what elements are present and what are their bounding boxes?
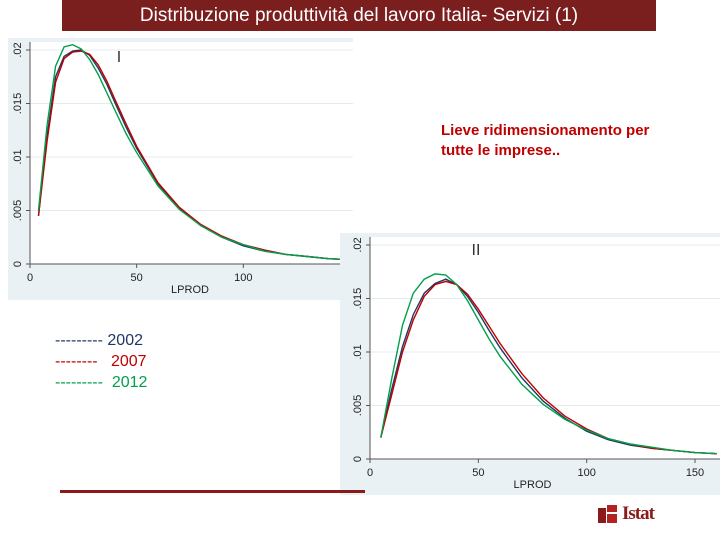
- chart-1-plot-area: [30, 42, 353, 264]
- chart-1-x-tick-label: 0: [27, 272, 33, 284]
- annotation-text: Lieve ridimensionamento per tutte le imp…: [441, 121, 711, 161]
- chart-2-x-tick-label: 100: [577, 467, 595, 479]
- page-title: Distribuzione produttività del lavoro It…: [139, 5, 579, 26]
- chart-2-series-2-line: [380, 273, 717, 455]
- legend-item-2002: --------- 2002: [55, 330, 147, 351]
- legend: --------- 2002 -------- 2007 --------- 2…: [55, 330, 147, 393]
- chart-2-x-tick-label: 0: [367, 467, 373, 479]
- legend-dashes-2012: ---------: [55, 374, 103, 391]
- chart-1-x-tick-label: 100: [234, 272, 252, 284]
- annotation-line-2: tutte le imprese..: [441, 142, 561, 159]
- istat-logo-icon: [598, 505, 617, 523]
- chart-1-y-tick-label: .005: [12, 200, 24, 221]
- chart-2-y-tick-label: .015: [352, 288, 364, 309]
- chart-2-plot-area: [370, 237, 720, 459]
- legend-year-2002: 2002: [107, 332, 143, 349]
- chart-1-x-tick-label: 50: [131, 272, 143, 284]
- chart-2-x-axis-label: LPROD: [514, 479, 552, 491]
- istat-logo-text: Istat: [622, 503, 655, 524]
- bottom-rule: [60, 490, 365, 493]
- legend-dashes-2002: ---------: [55, 332, 103, 349]
- legend-item-2007: -------- 2007: [55, 351, 147, 372]
- chart-2-svg: 0 .005 .01 .015 .02 0 50 100 150 LPROD II: [340, 233, 720, 495]
- legend-item-2012: --------- 2012: [55, 372, 147, 393]
- chart-1-y-tick-label: .015: [12, 93, 24, 114]
- chart-1-x-axis-label: LPROD: [171, 284, 209, 296]
- chart-1-panel-label: I: [117, 49, 121, 66]
- chart-2-y-tick-label: .02: [352, 237, 364, 252]
- chart-2-y-tick-label: .01: [352, 344, 364, 359]
- chart-1-y-tick-label: .01: [12, 149, 24, 164]
- chart-1-y-tick-label: .02: [12, 42, 24, 57]
- chart-2-panel-label: II: [472, 242, 481, 259]
- legend-year-2012: 2012: [111, 374, 148, 391]
- chart-panel-2: 0 .005 .01 .015 .02 0 50 100 150 LPROD II: [340, 233, 720, 495]
- chart-2-y-tick-label: 0: [352, 456, 364, 462]
- legend-dashes-2007: --------: [55, 353, 98, 370]
- title-bar: [62, 0, 656, 31]
- chart-2-x-tick-label: 150: [686, 467, 704, 479]
- annotation-line-1: Lieve ridimensionamento per: [441, 122, 650, 139]
- chart-1-y-tick-label: 0: [12, 261, 24, 267]
- legend-year-2007: 2007: [110, 353, 147, 370]
- chart-2-x-tick-label: 50: [472, 467, 484, 479]
- istat-logo: Istat: [598, 503, 658, 527]
- chart-1-series-2-line: [37, 43, 351, 261]
- chart-2-y-tick-label: .005: [352, 395, 364, 416]
